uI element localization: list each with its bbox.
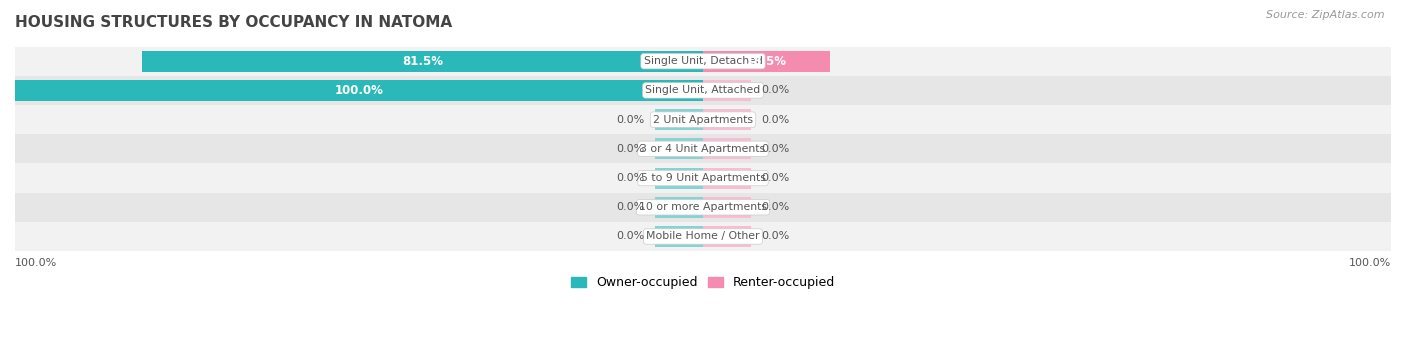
Bar <box>703 51 831 72</box>
Bar <box>703 80 751 101</box>
Text: 0.0%: 0.0% <box>616 144 644 154</box>
Text: 2 Unit Apartments: 2 Unit Apartments <box>652 115 754 124</box>
Bar <box>655 138 703 159</box>
Text: 0.0%: 0.0% <box>762 202 790 212</box>
Text: 81.5%: 81.5% <box>402 55 443 68</box>
Bar <box>15 163 1391 193</box>
Bar <box>703 226 751 247</box>
Bar <box>142 51 703 72</box>
Bar <box>703 138 751 159</box>
Text: 3 or 4 Unit Apartments: 3 or 4 Unit Apartments <box>641 144 765 154</box>
Bar <box>15 222 1391 251</box>
Text: Source: ZipAtlas.com: Source: ZipAtlas.com <box>1267 10 1385 20</box>
Text: Mobile Home / Other: Mobile Home / Other <box>647 232 759 241</box>
Bar <box>703 197 751 218</box>
Text: 0.0%: 0.0% <box>762 144 790 154</box>
Text: 18.5%: 18.5% <box>747 55 787 68</box>
Legend: Owner-occupied, Renter-occupied: Owner-occupied, Renter-occupied <box>567 271 839 294</box>
Text: Single Unit, Detached: Single Unit, Detached <box>644 56 762 66</box>
Text: 100.0%: 100.0% <box>15 257 58 268</box>
Text: 0.0%: 0.0% <box>762 115 790 124</box>
Text: 0.0%: 0.0% <box>616 232 644 241</box>
Text: 0.0%: 0.0% <box>616 202 644 212</box>
Bar <box>15 105 1391 134</box>
Bar <box>655 109 703 130</box>
Text: 0.0%: 0.0% <box>762 232 790 241</box>
Text: 5 to 9 Unit Apartments: 5 to 9 Unit Apartments <box>641 173 765 183</box>
Text: 100.0%: 100.0% <box>335 84 384 97</box>
Bar <box>655 167 703 189</box>
Text: 10 or more Apartments: 10 or more Apartments <box>638 202 768 212</box>
Bar <box>15 76 1391 105</box>
Text: HOUSING STRUCTURES BY OCCUPANCY IN NATOMA: HOUSING STRUCTURES BY OCCUPANCY IN NATOM… <box>15 15 453 30</box>
Bar <box>703 109 751 130</box>
Bar <box>15 47 1391 76</box>
Bar <box>15 134 1391 163</box>
Text: 0.0%: 0.0% <box>616 115 644 124</box>
Text: Single Unit, Attached: Single Unit, Attached <box>645 85 761 95</box>
Bar <box>655 226 703 247</box>
Bar <box>15 80 703 101</box>
Bar <box>15 193 1391 222</box>
Bar <box>655 197 703 218</box>
Text: 0.0%: 0.0% <box>762 85 790 95</box>
Text: 0.0%: 0.0% <box>762 173 790 183</box>
Bar <box>703 167 751 189</box>
Text: 100.0%: 100.0% <box>1348 257 1391 268</box>
Text: 0.0%: 0.0% <box>616 173 644 183</box>
